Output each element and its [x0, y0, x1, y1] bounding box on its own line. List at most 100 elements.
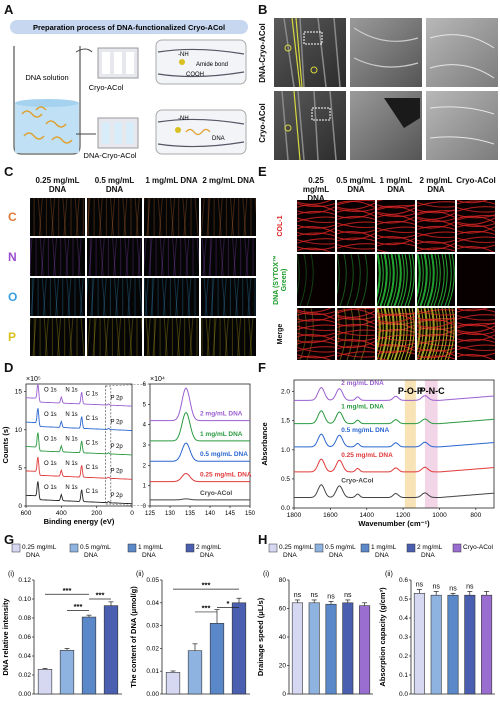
d-left-peak-label: C 1s [86, 465, 98, 471]
h-ii-bar [414, 593, 424, 694]
scaffold-top-label: Cryo-ACol [89, 83, 124, 92]
dna-cryo-acol-scaffold [98, 118, 138, 148]
g-ii-bar [188, 651, 202, 694]
f-highlight-pop [405, 380, 416, 508]
g-ii-ytick: 0.05 [146, 577, 159, 584]
g-i-ytick: 0.04 [18, 653, 31, 660]
panel-letter-a: A [4, 2, 13, 17]
fluorescence-image [297, 254, 335, 306]
d-left-xlabel: Binding energy (eV) [44, 517, 115, 526]
panel-c-column-label: 1 mg/mL DNA [144, 176, 199, 185]
eds-map-image [87, 198, 142, 236]
panel-c-column-label: 2 mg/mL DNA [201, 176, 256, 185]
h-i-ylabel: Drainage speed (μL/s) [256, 597, 265, 676]
g-i-bar [82, 617, 96, 694]
d-right-ytick: 6 [143, 382, 147, 388]
eds-map-image [144, 198, 199, 236]
d-left-peak-label: P 2p [111, 468, 124, 474]
d-right-series-label: 2 mg/mL DNA [200, 411, 243, 418]
g-i-sublabel: (i) [8, 571, 14, 578]
g-i-ytick: 0.00 [18, 691, 31, 698]
h-i-bar [359, 606, 369, 694]
d-left-peak-label: N 1s [65, 485, 77, 491]
h-ii-ytick: 0.5 [399, 596, 408, 603]
h-ii-ytick: 0.2 [399, 653, 408, 660]
g-i-ytick: 0.02 [18, 672, 31, 679]
h-i-significance: ns [344, 592, 352, 599]
h-ii-significance: ns [466, 583, 474, 590]
fluorescence-image [417, 200, 455, 252]
h-i-significance: ns [327, 593, 335, 600]
g-ii-bar [232, 603, 246, 694]
g-legend-swatch [128, 544, 136, 552]
d-left-ytick: 5 [18, 465, 22, 472]
panel-c-row-label: O [8, 290, 17, 304]
f-ylabel: Absorbance [260, 422, 269, 465]
f-annotation-pnc: P-N-C [420, 386, 445, 396]
h-legend-label: 0.25 mg/mL [279, 544, 314, 551]
g-i-ytick: 0.08 [18, 615, 31, 622]
d-left-peak-label: O 1s [44, 485, 57, 491]
h-legend-swatch [315, 544, 323, 552]
g-legend-swatch [12, 544, 20, 552]
panel-b-row2-label: Cryo-ACol [258, 90, 267, 156]
f-series-label: Cryo-ACol [341, 477, 373, 484]
panel-c-column-label: 0.25 mg/mL DNA [30, 176, 85, 194]
d-left-peak-label: P 2p [111, 420, 124, 426]
chem-nh2-label: -NH [178, 116, 189, 122]
g-legend-label: 0.5 mg/mL [80, 544, 111, 551]
panel-c-row-label: C [8, 210, 17, 224]
f-xtick: 1000 [432, 512, 447, 519]
f-series-line [294, 388, 494, 401]
g-legend-swatch [70, 544, 78, 552]
f-xtick: 800 [470, 512, 481, 519]
h-i-ytick: 60 [279, 606, 287, 613]
fluorescence-image [417, 254, 455, 306]
h-ii-ytick: 0.4 [399, 615, 408, 622]
h-ii-bar [465, 595, 475, 694]
d-right-series-label: 1 mg/mL DNA [200, 431, 243, 438]
d-left-peak-label: O 1s [44, 388, 57, 394]
panel-e-column-label: 2 mg/mL DNA [415, 176, 457, 194]
d-right-frame [150, 384, 250, 506]
d-right-series-label: 0.5 mg/mL DNA [200, 451, 248, 458]
d-left-peak-label: P 2p [111, 395, 124, 401]
d-left-ytick: 10 [15, 427, 23, 434]
panel-b: DNA-Cryo-ACol Cryo-ACol [260, 18, 498, 160]
h-legend-label: 1 mg/mL [371, 544, 397, 551]
d-left-peak-label: O 1s [44, 436, 57, 442]
g-legend-swatch [186, 544, 194, 552]
f-series-label: 2 mg/mL DNA [341, 380, 384, 387]
g-i-bar [104, 606, 118, 694]
g-i-significance: *** [74, 602, 83, 611]
h-ii-bar [481, 595, 491, 694]
d-right-xtick: 140 [205, 511, 216, 517]
h-ii-ytick: 0.6 [399, 577, 408, 584]
d-left-peak-label: N 1s [65, 436, 77, 442]
g-ii-bar [166, 672, 180, 694]
eds-map-image [201, 238, 256, 276]
h-legend-label: 2 mg/mL [417, 544, 443, 551]
g-legend-label: DNA [26, 552, 40, 559]
h-i-bar [326, 604, 336, 694]
sem-dna-cryo-acol-mid [350, 18, 422, 87]
f-ytick: 0.0 [281, 505, 290, 512]
fluorescence-image [457, 254, 495, 306]
f-series-line [294, 485, 494, 498]
d-right-ytick: 2 [143, 463, 147, 469]
h-i-bar [309, 603, 319, 694]
f-xtick: 1600 [323, 512, 338, 519]
g-ii-sublabel: (ii) [136, 571, 144, 578]
d-left-ytick: 15 [15, 389, 23, 396]
sem-cryo-acol-mid [350, 91, 422, 160]
d-left-peak-label: N 1s [65, 388, 77, 394]
d-right-ytick: 5 [143, 402, 147, 408]
f-ytick: 1.0 [281, 447, 290, 454]
d-right-xtick: 150 [245, 511, 255, 517]
chem-amide-label: Amide bond [196, 62, 228, 68]
eds-map-image [144, 318, 199, 356]
eds-map-image [144, 238, 199, 276]
d-right-xtick: 125 [145, 511, 156, 517]
